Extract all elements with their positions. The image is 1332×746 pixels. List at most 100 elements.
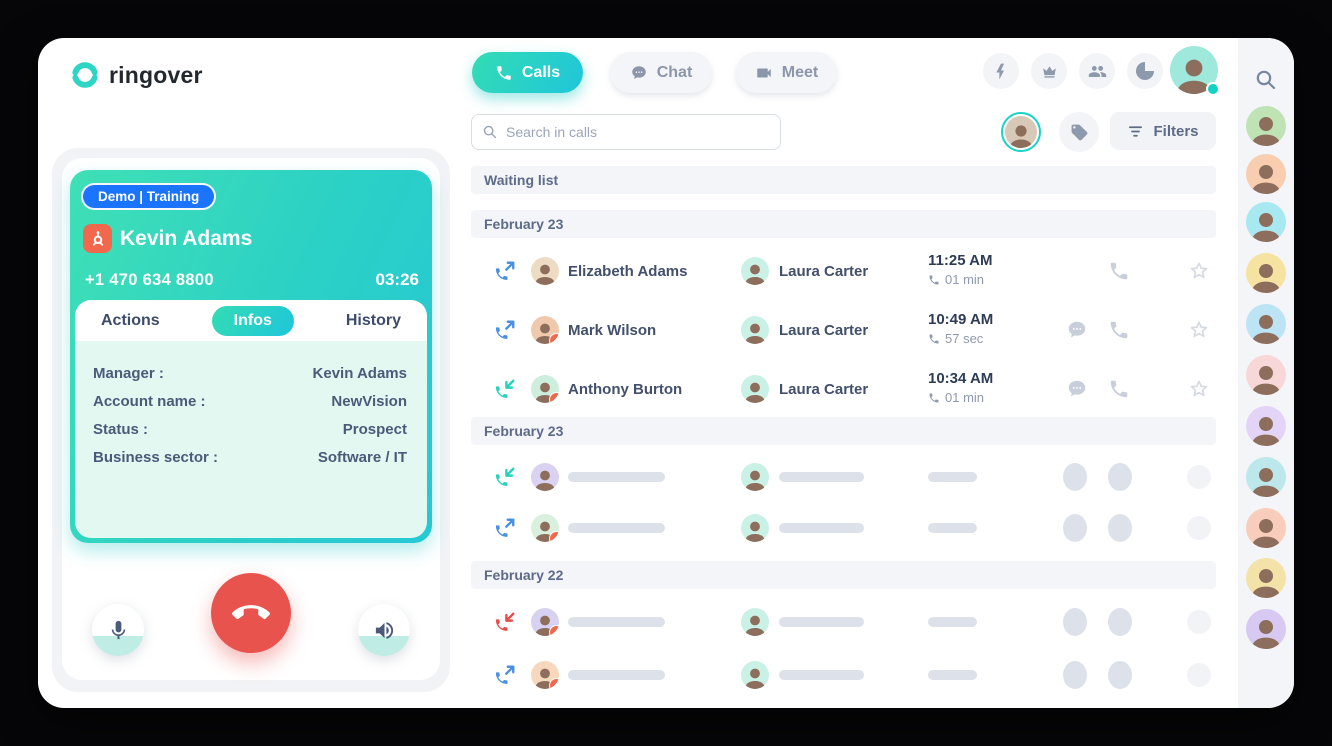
tab-actions[interactable]: Actions xyxy=(101,311,160,329)
skeleton-action xyxy=(1108,661,1132,689)
agent-avatar xyxy=(741,257,769,285)
chat-bubble-icon xyxy=(1066,319,1088,341)
skeleton-bar xyxy=(928,670,977,680)
section-header-date[interactable]: February 23 xyxy=(471,417,1216,445)
tab-meet[interactable]: Meet xyxy=(736,52,837,93)
speaker-icon xyxy=(373,619,396,642)
agent-avatar[interactable] xyxy=(1246,457,1286,497)
skeleton-favorite xyxy=(1187,610,1211,634)
call-row-loading[interactable] xyxy=(471,452,1216,502)
agent-avatar[interactable] xyxy=(1246,508,1286,548)
section-header-date[interactable]: February 22 xyxy=(471,561,1216,589)
call-row-loading[interactable] xyxy=(471,597,1216,647)
agent-avatar[interactable] xyxy=(1246,609,1286,649)
line-badge: Demo | Training xyxy=(81,183,217,210)
call-timer: 03:26 xyxy=(375,270,419,289)
person-icon xyxy=(741,663,769,689)
speaker-button[interactable] xyxy=(358,604,410,656)
call-row[interactable]: Mark Wilson Laura Carter 10:49 AM 57 sec xyxy=(471,305,1216,355)
section-header-date[interactable]: February 23 xyxy=(471,210,1216,238)
phone-icon xyxy=(495,64,513,82)
sms-button[interactable] xyxy=(1066,378,1088,400)
person-icon xyxy=(531,465,559,491)
skeleton-bar xyxy=(928,472,977,482)
hubspot-badge-icon xyxy=(549,531,559,542)
contact-avatar xyxy=(531,661,559,689)
tab-infos[interactable]: Infos xyxy=(211,305,294,336)
favorite-button[interactable] xyxy=(1188,378,1210,400)
skeleton-favorite xyxy=(1187,663,1211,687)
call-time: 10:34 AM xyxy=(928,370,994,387)
incoming-call-icon xyxy=(494,466,516,488)
hangup-button[interactable] xyxy=(211,573,291,653)
mute-button[interactable] xyxy=(92,604,144,656)
phone-number: +1 470 634 8800 xyxy=(85,271,214,289)
call-row-loading[interactable] xyxy=(471,650,1216,700)
call-back-button[interactable] xyxy=(1108,260,1130,282)
star-icon xyxy=(1188,319,1210,341)
skeleton-action xyxy=(1108,463,1132,491)
skeleton-action xyxy=(1063,661,1087,689)
info-field: Account name : NewVision xyxy=(93,393,407,410)
star-icon xyxy=(1188,378,1210,400)
skeleton-favorite xyxy=(1187,516,1211,540)
tab-calls[interactable]: Calls xyxy=(472,52,583,93)
search-icon[interactable] xyxy=(1254,68,1278,92)
call-row[interactable]: Elizabeth Adams Laura Carter 11:25 AM 01… xyxy=(471,246,1216,296)
agent-avatar[interactable] xyxy=(1246,253,1286,293)
call-list: Waiting list February 23 Elizabeth Adams… xyxy=(471,166,1216,700)
skeleton-bar xyxy=(568,523,665,533)
agent-avatar[interactable] xyxy=(1246,154,1286,194)
person-icon xyxy=(1246,409,1286,446)
outgoing-call-icon xyxy=(494,517,516,539)
person-icon xyxy=(1246,157,1286,194)
contacts-button[interactable] xyxy=(1079,53,1115,89)
call-row-loading[interactable] xyxy=(471,503,1216,553)
agent-avatar[interactable] xyxy=(1246,406,1286,446)
power-dialer-button[interactable] xyxy=(983,53,1019,89)
hubspot-badge-icon xyxy=(549,678,559,689)
agent-avatar[interactable] xyxy=(1246,106,1286,146)
search-input[interactable] xyxy=(506,124,770,140)
agent-filter-avatar[interactable] xyxy=(1001,112,1041,152)
missed-call-icon xyxy=(494,611,516,633)
agent-avatar[interactable] xyxy=(1246,558,1286,598)
call-card: Demo | Training Kevin Adams +1 470 634 8… xyxy=(62,158,440,680)
outgoing-call-icon xyxy=(494,260,516,282)
agent-avatar xyxy=(741,514,769,542)
phone-icon xyxy=(1108,319,1130,341)
call-time: 11:25 AM xyxy=(928,252,993,269)
call-card-header: Demo | Training Kevin Adams +1 470 634 8… xyxy=(70,170,432,543)
filters-button[interactable]: Filters xyxy=(1110,112,1216,150)
agent-avatar[interactable] xyxy=(1246,202,1286,242)
section-header-waiting-list[interactable]: Waiting list xyxy=(471,166,1216,194)
call-back-button[interactable] xyxy=(1108,319,1130,341)
search-in-calls xyxy=(471,114,781,150)
agent-avatar[interactable] xyxy=(1246,355,1286,395)
contact-avatar xyxy=(531,463,559,491)
favorite-button[interactable] xyxy=(1188,319,1210,341)
crown-icon xyxy=(1040,62,1059,81)
contact-info-panel: Manager : Kevin Adams Account name : NewVi… xyxy=(75,341,427,538)
hubspot-badge-icon xyxy=(549,625,559,636)
sms-button[interactable] xyxy=(1066,319,1088,341)
tag-icon xyxy=(1070,123,1089,142)
hubspot-icon[interactable] xyxy=(83,224,112,253)
agents-sidebar xyxy=(1238,38,1294,708)
agent-avatar[interactable] xyxy=(1246,304,1286,344)
tab-history[interactable]: History xyxy=(345,311,401,329)
favorite-button[interactable] xyxy=(1188,260,1210,282)
person-icon xyxy=(741,516,769,542)
person-icon xyxy=(1246,109,1286,146)
person-icon xyxy=(531,259,559,285)
tags-filter-button[interactable] xyxy=(1059,112,1099,152)
premium-button[interactable] xyxy=(1031,53,1067,89)
status-dot xyxy=(1206,82,1220,96)
call-back-button[interactable] xyxy=(1108,378,1130,400)
contact-name: Elizabeth Adams xyxy=(568,263,688,280)
tab-chat[interactable]: Chat xyxy=(610,52,712,93)
stats-button[interactable] xyxy=(1127,53,1163,89)
info-field: Status : Prospect xyxy=(93,421,407,438)
call-row[interactable]: Anthony Burton Laura Carter 10:34 AM 01 … xyxy=(471,364,1216,414)
outgoing-call-icon xyxy=(494,319,516,341)
